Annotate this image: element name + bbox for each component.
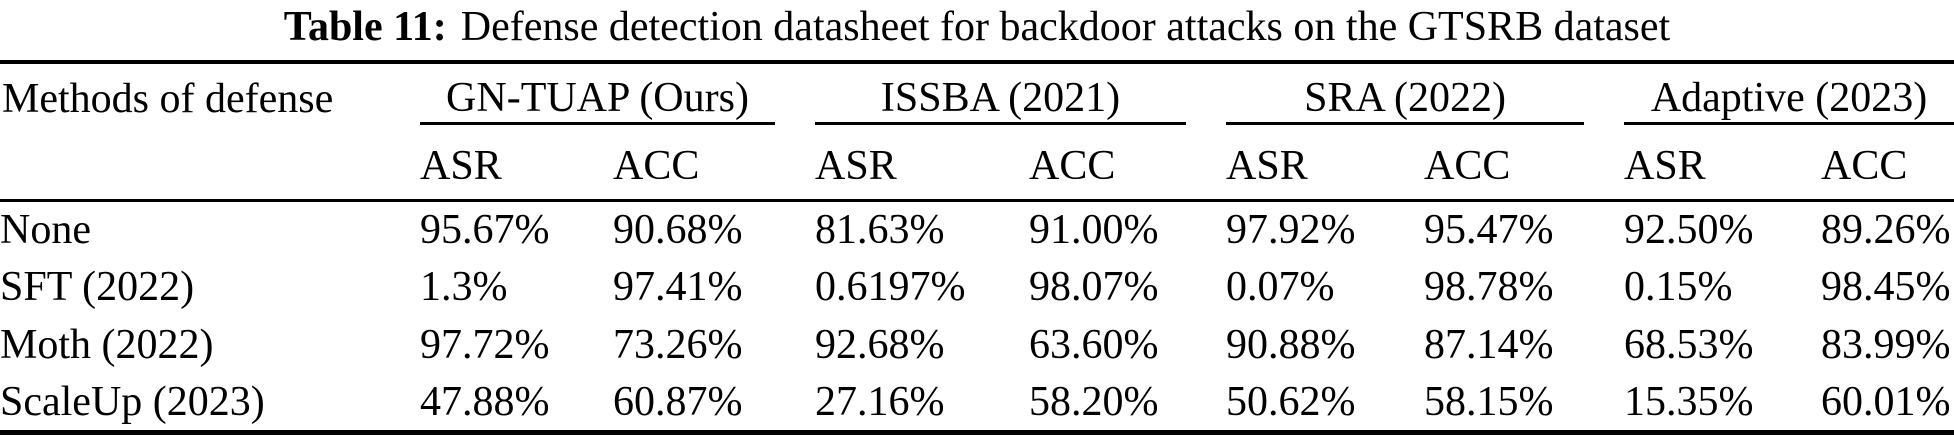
value-cell: 73.26% <box>613 322 743 368</box>
value-cell: 60.87% <box>613 378 743 425</box>
subheader-acc: ACC <box>1029 134 1227 202</box>
col-header-methods: Methods of defense <box>2 76 334 122</box>
value-cell: 1.3% <box>420 264 508 310</box>
value-cell: 15.35% <box>1624 378 1754 425</box>
subheader-acc: ACC <box>613 134 815 202</box>
table-row: SFT (2022) 1.3% 97.41% 0.6197% 98.07% 0.… <box>0 258 1954 316</box>
group-header-issba: ISSBA (2021) <box>815 62 1226 134</box>
group-header-adaptive: Adaptive (2023) <box>1624 62 1954 134</box>
value-cell: 89.26% <box>1821 206 1951 253</box>
subheader-row: ASR ACC ASR ACC ASR ACC ASR ACC <box>0 134 1954 202</box>
group-label: GN-TUAP (Ours) <box>446 74 749 121</box>
value-cell: 90.68% <box>613 206 743 253</box>
value-cell: 68.53% <box>1624 322 1754 368</box>
group-header-gn-tuap: GN-TUAP (Ours) <box>420 62 815 134</box>
value-cell: 81.63% <box>815 206 945 253</box>
method-cell: None <box>0 206 91 253</box>
group-underline: GN-TUAP (Ours) <box>420 74 775 125</box>
value-cell: 90.88% <box>1226 322 1356 368</box>
caption-text: Defense detection datasheet for backdoor… <box>460 4 1671 50</box>
group-label: ISSBA (2021) <box>880 74 1121 121</box>
value-cell: 95.47% <box>1424 206 1554 253</box>
value-cell: 27.16% <box>815 378 945 425</box>
value-cell: 0.6197% <box>815 264 966 310</box>
value-cell: 92.50% <box>1624 206 1754 253</box>
group-label: SRA (2022) <box>1304 74 1506 121</box>
group-header-sra: SRA (2022) <box>1226 62 1624 134</box>
value-cell: 60.01% <box>1821 378 1951 425</box>
value-cell: 0.07% <box>1226 264 1335 310</box>
value-cell: 97.92% <box>1226 206 1356 253</box>
results-table: Methods of defense GN-TUAP (Ours) ISSBA … <box>0 60 1954 435</box>
subheader-asr: ASR <box>420 134 613 202</box>
method-cell: ScaleUp (2023) <box>0 378 265 425</box>
table-row: Moth (2022) 97.72% 73.26% 92.68% 63.60% … <box>0 316 1954 374</box>
value-cell: 63.60% <box>1029 322 1159 368</box>
value-cell: 0.15% <box>1624 264 1733 310</box>
subheader-asr: ASR <box>1624 134 1822 202</box>
subheader-empty <box>0 134 420 202</box>
table-row: None 95.67% 90.68% 81.63% 91.00% 97.92% … <box>0 200 1954 258</box>
value-cell: 47.88% <box>420 378 550 425</box>
caption-label: Table 11: <box>283 4 447 50</box>
subheader-acc: ACC <box>1424 134 1625 202</box>
group-label: Adaptive (2023) <box>1650 74 1928 121</box>
subheader-asr: ASR <box>815 134 1029 202</box>
value-cell: 91.00% <box>1029 206 1159 253</box>
method-cell: SFT (2022) <box>0 264 195 310</box>
table-caption: Table 11: Defense detection datasheet for… <box>0 0 1954 60</box>
value-cell: 97.72% <box>420 322 550 368</box>
value-cell: 97.41% <box>613 264 743 310</box>
value-cell: 98.78% <box>1424 264 1554 310</box>
group-underline: Adaptive (2023) <box>1624 74 1954 125</box>
value-cell: 98.45% <box>1821 264 1951 310</box>
value-cell: 92.68% <box>815 322 945 368</box>
subheader-asr: ASR <box>1226 134 1425 202</box>
value-cell: 50.62% <box>1226 378 1356 425</box>
value-cell: 95.67% <box>420 206 550 253</box>
group-underline: ISSBA (2021) <box>815 74 1187 125</box>
group-header-row: Methods of defense GN-TUAP (Ours) ISSBA … <box>0 62 1954 134</box>
value-cell: 83.99% <box>1821 322 1951 368</box>
value-cell: 58.20% <box>1029 378 1159 425</box>
method-cell: Moth (2022) <box>0 322 214 368</box>
table-row: ScaleUp (2023) 47.88% 60.87% 27.16% 58.2… <box>0 374 1954 432</box>
group-underline: SRA (2022) <box>1226 74 1585 125</box>
subheader-acc: ACC <box>1821 134 1954 202</box>
value-cell: 58.15% <box>1424 378 1554 425</box>
value-cell: 98.07% <box>1029 264 1159 310</box>
value-cell: 87.14% <box>1424 322 1554 368</box>
